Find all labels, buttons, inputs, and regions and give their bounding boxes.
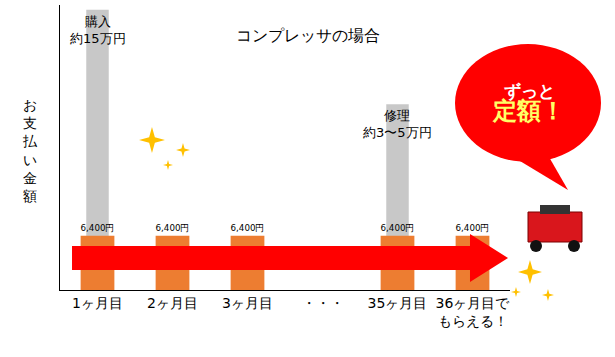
svg-text:ずっと定額！: ずっと定額！ bbox=[492, 81, 565, 125]
svg-text:購入約15万円: 購入約15万円 bbox=[70, 14, 126, 46]
svg-text:修理約3〜5万円: 修理約3〜5万円 bbox=[363, 108, 432, 140]
svg-text:6,400円: 6,400円 bbox=[231, 223, 265, 233]
svg-text:36ヶ月目でもらえる！: 36ヶ月目でもらえる！ bbox=[436, 295, 511, 329]
svg-text:お支払い金額: お支払い金額 bbox=[22, 97, 38, 204]
svg-text:6,400円: 6,400円 bbox=[156, 223, 190, 233]
svg-text:6,400円: 6,400円 bbox=[381, 223, 415, 233]
svg-text:1ヶ月目: 1ヶ月目 bbox=[72, 295, 123, 311]
svg-text:コンプレッサの場合: コンプレッサの場合 bbox=[236, 26, 380, 45]
svg-text:・・・: ・・・ bbox=[302, 295, 344, 311]
svg-text:3ヶ月目: 3ヶ月目 bbox=[222, 295, 273, 311]
svg-text:2ヶ月目: 2ヶ月目 bbox=[147, 295, 198, 311]
svg-text:6,400円: 6,400円 bbox=[456, 223, 490, 233]
svg-text:6,400円: 6,400円 bbox=[81, 223, 115, 233]
svg-text:35ヶ月目: 35ヶ月目 bbox=[368, 295, 428, 311]
